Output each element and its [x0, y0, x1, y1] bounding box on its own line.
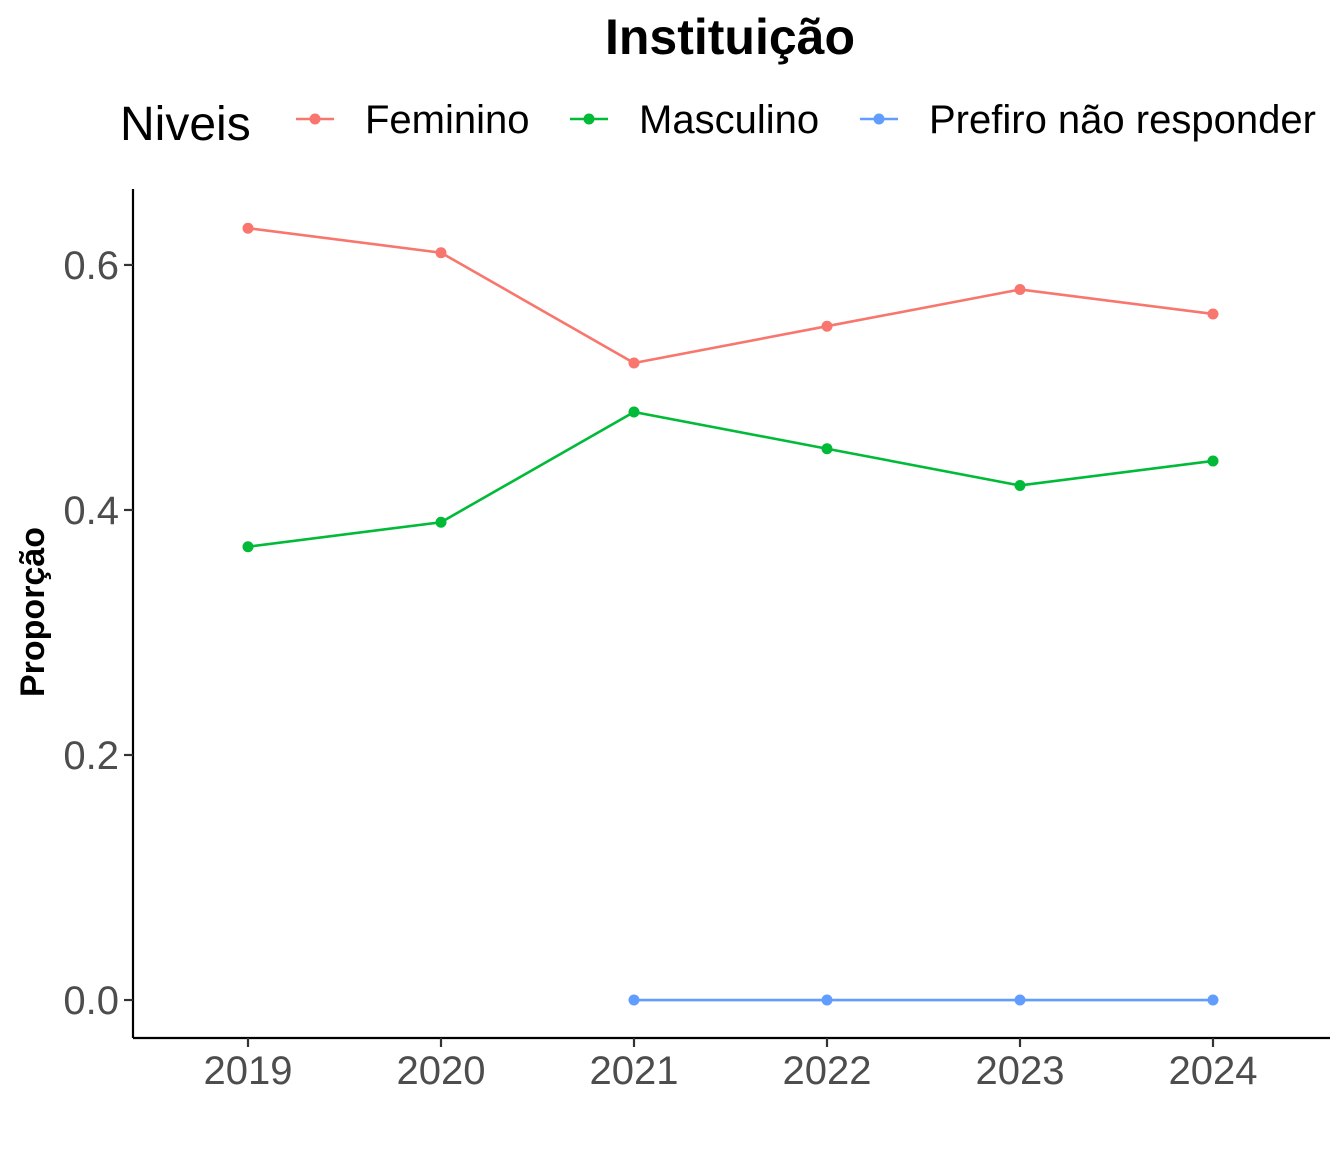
chart-title: Instituição — [605, 9, 855, 65]
legend-key-point — [309, 113, 321, 125]
data-point — [1207, 994, 1219, 1006]
x-tick-label: 2021 — [590, 1049, 679, 1093]
legend-label: Feminino — [365, 98, 530, 142]
data-point — [821, 443, 833, 455]
data-point — [1014, 994, 1026, 1006]
legend-title: Niveis — [120, 98, 251, 151]
legend-label: Prefiro não responder — [929, 98, 1316, 142]
x-tick-label: 2023 — [976, 1049, 1065, 1093]
x-tick-label: 2020 — [397, 1049, 486, 1093]
x-tick-label: 2022 — [783, 1049, 872, 1093]
data-point — [435, 516, 447, 528]
data-point — [1207, 455, 1219, 467]
data-point — [628, 406, 640, 418]
data-point — [435, 247, 447, 259]
legend: Feminino Masculino Prefiro não responder — [296, 98, 1316, 142]
data-point — [1014, 283, 1026, 295]
data-point — [628, 357, 640, 369]
series-line-1 — [247, 410, 1214, 549]
y-tick-label: 0.6 — [63, 244, 119, 288]
x-tick-label: 2019 — [204, 1049, 293, 1093]
legend-item-1: Masculino — [570, 98, 819, 142]
series-line-0 — [247, 226, 1214, 365]
data-point — [242, 541, 254, 553]
data-point — [242, 222, 254, 234]
y-axis-title: Proporção — [14, 527, 52, 697]
legend-key-point — [583, 113, 595, 125]
legend-item-2: Prefiro não responder — [860, 98, 1316, 142]
y-tick-label: 0.0 — [63, 979, 119, 1023]
legend-label: Masculino — [639, 98, 819, 142]
y-tick-label: 0.2 — [63, 734, 119, 778]
legend-key-point — [873, 113, 885, 125]
y-tick-label: 0.4 — [63, 489, 119, 533]
data-point — [821, 320, 833, 332]
x-tick-label: 2024 — [1169, 1049, 1258, 1093]
data-point — [1014, 479, 1026, 491]
data-point — [821, 994, 833, 1006]
data-point — [628, 994, 640, 1006]
legend-item-0: Feminino — [296, 98, 530, 142]
series-layer — [242, 222, 1219, 1006]
data-point — [1207, 308, 1219, 320]
axes-ticks: 0.0 0.2 0.4 0.6 2019 2020 2021 2022 2023 2024 — [63, 244, 1257, 1093]
